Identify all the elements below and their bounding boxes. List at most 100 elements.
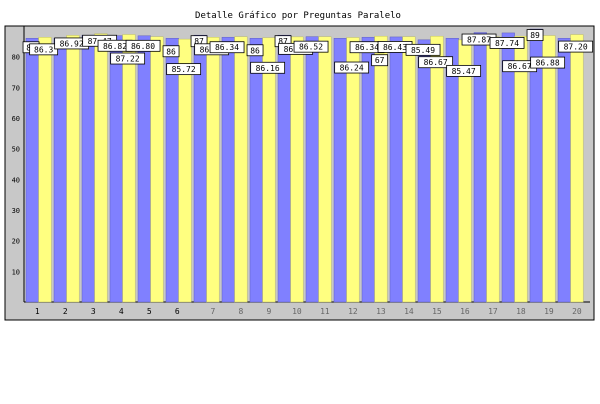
x-tick-label: 7 [210,307,215,316]
data-label-b-box [250,61,286,74]
bar-series-b [542,35,556,303]
data-label-a-box [489,37,525,49]
data-label-b-box [558,40,594,53]
y-tick-label: 60 [12,115,20,123]
data-label-b: 86.67 [424,58,448,67]
data-label-a: 86.43 [383,43,407,52]
data-label-b-box [110,52,146,65]
bar-series-a [305,36,319,303]
x-tick-label: 17 [488,307,498,316]
data-label-b: 86.88 [536,59,560,68]
bar-series-a [361,36,375,303]
data-label-a-box [405,43,441,56]
bar-series-a [445,38,459,303]
x-tick-label: 10 [292,307,302,316]
bar-series-a [249,38,263,303]
x-tick-label: 16 [460,307,470,316]
x-tick-label: 19 [544,307,554,316]
data-label-a-box [293,40,329,53]
bar-series-b [346,37,360,303]
bar-series-a [221,36,235,303]
bar-series-a [193,34,207,303]
bar-series-a [333,38,347,303]
x-tick-label: 4 [119,307,124,316]
data-label-a-box [162,45,180,58]
data-label-b: 87.20 [564,43,588,52]
bar-series-a [81,34,95,303]
data-label-b-box [446,64,482,77]
data-label-a: 85.49 [411,46,435,55]
bar-series-b [570,34,584,303]
bar-series-b [262,37,276,303]
x-tick-label: 6 [175,307,180,316]
data-label-a: 87 [194,37,204,46]
bar-series-b [430,35,444,303]
y-tick-label: 70 [12,84,20,92]
data-label-a: 87.87 [467,36,491,45]
bar-series-a [165,38,179,303]
bar-series-a [557,38,571,303]
data-label-b: 85.72 [172,65,196,74]
x-tick-label: 9 [266,307,271,316]
x-tick-label: 1 [35,307,40,316]
data-label-b: 85.47 [452,67,476,76]
x-tick-label: 8 [238,307,243,316]
data-label-a-box [125,39,161,52]
bar-series-b [66,35,80,303]
y-tick-label: 50 [12,146,20,154]
bar-series-b [458,39,472,303]
data-label-a: 86.34 [355,43,379,52]
data-label-a: 86.34 [215,43,239,52]
x-tick-label: 5 [147,307,152,316]
x-tick-label: 12 [348,307,358,316]
bar-series-b [514,35,528,303]
x-tick-label: 14 [404,307,414,316]
bar-series-b [402,36,416,303]
bar-series-b [178,38,192,303]
data-label-a: 86.52 [299,43,323,52]
data-label-b-box [418,56,454,69]
bar-series-b [318,36,332,303]
data-label-b-box [166,63,202,76]
data-label-b: 86.3 [34,45,53,54]
bar-series-b [206,37,220,303]
bar-series-b [290,36,304,303]
bar-series-a [137,35,151,303]
data-label-a: 86 [166,47,176,56]
data-label-b: 86.92 [60,39,84,48]
bar-series-a [53,38,67,303]
data-label-a-box [246,44,264,57]
data-label-b: 87.22 [116,55,140,64]
data-label-a: 89 [530,31,540,40]
data-label-a-box [209,41,245,54]
x-tick-label: 3 [91,307,96,316]
bar-series-a [501,32,515,303]
data-label-b-box [530,56,566,69]
bar-series-b [234,36,248,303]
bar-series-a [109,35,123,303]
x-tick-label: 15 [432,307,442,316]
bar-series-b [486,36,500,303]
chart-title: Detalle Gráfico por Preguntas Paralelo [195,11,401,21]
bar-series-b [94,33,108,303]
y-tick-label: 10 [12,268,20,276]
bar-series-b [38,37,52,303]
bar-series-a [277,34,291,303]
data-label-b: 86.16 [256,64,280,73]
y-tick-label: 20 [12,238,20,246]
data-label-a: 87.74 [495,39,519,48]
data-label-b: 67 [375,56,385,65]
data-label-a: 86.80 [131,42,155,51]
data-label-b: 86.67 [508,62,532,71]
data-label-b-box [371,54,389,67]
bar-series-a [389,36,403,303]
bar-series-a [417,39,431,303]
data-label-b: 86.24 [340,64,364,73]
y-tick-label: 40 [12,176,20,184]
x-tick-label: 11 [320,307,330,316]
data-label-b-box [29,43,59,56]
y-tick-label: 30 [12,207,20,215]
